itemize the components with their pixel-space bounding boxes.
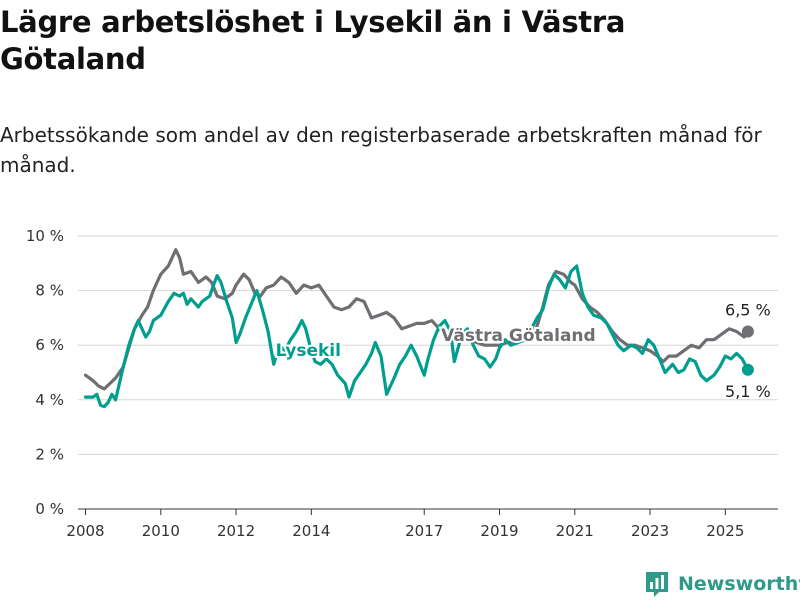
y-tick-label: 4 % [35, 391, 64, 409]
x-tick-label: 2023 [631, 522, 669, 540]
brand-logo: Newsworthy [644, 569, 800, 599]
x-tick-label: 2010 [142, 522, 180, 540]
x-tick-label: 2014 [292, 522, 330, 540]
series-label-lysekil: Lysekil [276, 341, 341, 361]
end-point-lysekil [741, 363, 754, 376]
x-tick-label: 2012 [217, 522, 255, 540]
end-point-vg [741, 325, 754, 338]
x-tick-label: 2017 [405, 522, 443, 540]
brand-name: Newsworthy [678, 573, 800, 595]
series-line-vg [83, 248, 750, 391]
end-value-label-vg: 6,5 % [725, 301, 771, 320]
x-tick-label: 2019 [480, 522, 518, 540]
y-tick-label: 6 % [35, 336, 64, 354]
chart-subtitle: Arbetssökande som andel av den registerb… [0, 123, 762, 177]
y-tick-label: 8 % [35, 282, 64, 300]
newsworthy-logo-icon [646, 572, 668, 597]
series-label-vg: Västra Götaland [441, 326, 596, 346]
y-tick-label: 2 % [35, 445, 64, 463]
y-tick-label: 0 % [35, 500, 64, 518]
chart-title: Lägre arbetslöshet i Lysekil än i Västra… [0, 5, 626, 76]
end-value-label-lysekil: 5,1 % [725, 382, 771, 401]
series-line-lysekil [83, 264, 750, 409]
x-tick-label: 2008 [66, 522, 104, 540]
x-tick-label: 2021 [556, 522, 594, 540]
y-tick-label: 10 % [26, 227, 64, 245]
x-tick-label: 2025 [706, 522, 744, 540]
